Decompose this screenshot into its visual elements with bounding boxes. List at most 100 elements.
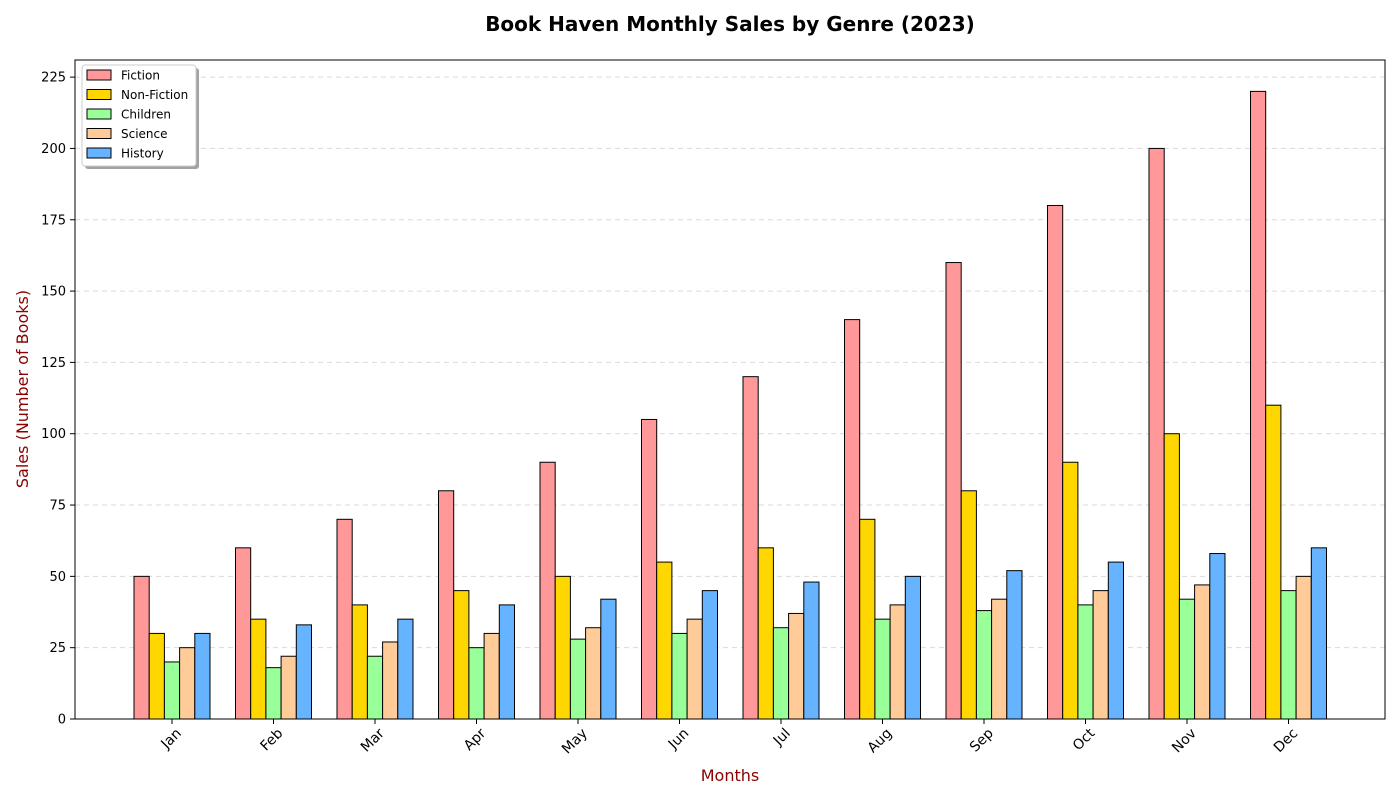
- y-tick-label-50: 50: [49, 570, 66, 585]
- y-axis-ticks: 0 25 50 75 100 125 150 175 200 225: [41, 71, 75, 728]
- y-tick-label-25: 25: [49, 641, 66, 656]
- legend-label-science: Science: [121, 127, 168, 141]
- bar-history-aug: [904, 575, 921, 720]
- x-tick-label-sep: Sep: [967, 725, 997, 755]
- bar-children-apr: [468, 647, 485, 720]
- legend-swatch-fiction: [86, 69, 112, 81]
- y-tick-label-125: 125: [41, 356, 66, 371]
- bar-non-fiction-nov: [1163, 433, 1180, 720]
- legend-swatch-non-fiction: [86, 89, 112, 100]
- bar-fiction-mar: [336, 518, 353, 720]
- legend-label-history: History: [121, 147, 164, 161]
- bar-children-mar: [366, 655, 384, 720]
- x-tick-label-may: May: [559, 726, 591, 758]
- bar-non-fiction-jun: [656, 561, 673, 720]
- bar-children-jan: [163, 661, 181, 720]
- y-tick-label-0: 0: [58, 713, 66, 728]
- bar-children-feb: [265, 667, 282, 720]
- bar-history-mar: [397, 618, 414, 720]
- x-tick-label-aug: Aug: [865, 726, 896, 757]
- bar-children-may: [569, 638, 587, 720]
- bar-children-dec: [1280, 590, 1297, 720]
- bar-non-fiction-feb: [250, 618, 267, 720]
- bar-fiction-dec: [1250, 90, 1267, 720]
- y-tick-label-100: 100: [41, 427, 66, 442]
- x-tick-label-oct: Oct: [1070, 725, 1099, 754]
- bar-children-jun: [671, 632, 688, 720]
- bar-science-jan: [179, 647, 196, 720]
- bar-non-fiction-jul: [757, 547, 774, 720]
- bar-non-fiction-aug: [859, 518, 876, 720]
- legend: Fiction Non-Fiction Children Science History: [81, 64, 199, 169]
- x-tick-label-apr: Apr: [461, 725, 490, 754]
- bar-history-oct: [1107, 561, 1125, 720]
- bar-science-nov: [1194, 584, 1211, 720]
- x-tick-label-nov: Nov: [1169, 726, 1200, 757]
- bar-history-jun: [701, 590, 718, 720]
- legend-swatch-science: [86, 128, 112, 139]
- bar-non-fiction-dec: [1265, 404, 1282, 720]
- bar-history-nov: [1209, 553, 1226, 720]
- plot-area-frame: [74, 59, 1386, 720]
- bar-history-feb: [295, 624, 312, 720]
- bar-fiction-jun: [641, 418, 658, 720]
- x-tick-label-mar: Mar: [358, 725, 388, 755]
- bar-history-jan: [194, 632, 211, 720]
- bar-fiction-apr: [438, 490, 455, 720]
- legend-swatch-children: [86, 108, 112, 120]
- x-tick-label-jan: Jan: [158, 726, 185, 753]
- bar-fiction-aug: [844, 319, 861, 720]
- y-tick-label-175: 175: [41, 213, 66, 228]
- x-tick-label-jun: Jun: [665, 726, 692, 753]
- chart-title: Book Haven Monthly Sales by Genre (2023): [485, 12, 975, 36]
- bar-fiction-jul: [742, 376, 759, 720]
- bar-fiction-jan: [133, 575, 150, 720]
- bar-science-apr: [483, 632, 500, 720]
- bar-history-dec: [1310, 547, 1328, 720]
- bar-non-fiction-mar: [351, 604, 368, 720]
- y-tick-label-200: 200: [41, 142, 66, 157]
- bar-children-aug: [874, 618, 891, 720]
- bar-fiction-sep: [945, 262, 962, 720]
- y-tick-label-75: 75: [49, 499, 66, 514]
- bar-children-oct: [1077, 604, 1094, 720]
- x-tick-label-dec: Dec: [1271, 726, 1301, 756]
- bar-non-fiction-oct: [1062, 461, 1079, 720]
- y-axis-label: Sales (Number of Books): [13, 290, 32, 488]
- bar-non-fiction-may: [554, 575, 571, 720]
- x-axis-label: Months: [701, 766, 759, 785]
- bar-fiction-nov: [1148, 147, 1165, 720]
- legend-swatch-history: [86, 147, 112, 159]
- bar-science-aug: [889, 604, 906, 720]
- bar-history-may: [600, 598, 617, 720]
- bar-history-apr: [498, 604, 515, 720]
- y-tick-label-225: 225: [41, 71, 66, 86]
- bar-children-nov: [1178, 598, 1196, 720]
- x-tick-label-feb: Feb: [257, 725, 286, 754]
- bar-non-fiction-apr: [453, 590, 470, 720]
- grid-lines: [75, 76, 1385, 649]
- bar-non-fiction-jan: [148, 632, 165, 720]
- x-axis-ticks: Jan Feb Mar Apr May Jun Jul Aug Sep Oct Nov Dec: [158, 719, 1301, 758]
- x-tick-label-jul: Jul: [770, 726, 794, 750]
- bar-non-fiction-sep: [960, 490, 977, 720]
- bar-children-jul: [772, 627, 790, 720]
- legend-label-children: Children: [121, 108, 171, 122]
- bars: [133, 90, 1328, 720]
- bar-fiction-feb: [235, 547, 252, 720]
- bar-children-sep: [975, 610, 993, 720]
- bar-science-sep: [991, 598, 1008, 720]
- bar-history-jul: [803, 581, 820, 720]
- bar-science-feb: [280, 655, 297, 720]
- legend-label-non-fiction: Non-Fiction: [121, 88, 188, 102]
- legend-label-fiction: Fiction: [121, 69, 160, 83]
- bar-science-jun: [686, 618, 703, 720]
- bar-fiction-oct: [1047, 204, 1064, 720]
- bar-science-jul: [788, 612, 805, 720]
- bar-history-sep: [1006, 570, 1023, 720]
- bar-science-may: [585, 627, 602, 720]
- bar-fiction-may: [539, 461, 556, 720]
- bar-science-oct: [1092, 590, 1109, 720]
